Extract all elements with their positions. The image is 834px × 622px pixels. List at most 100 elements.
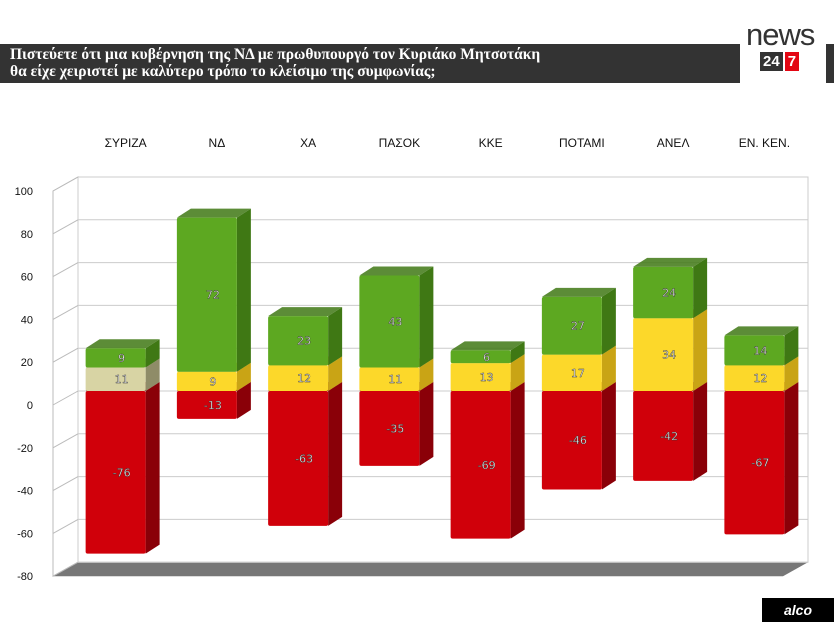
bar-side [236,208,251,372]
bar-top [450,341,525,351]
bar-side [510,341,525,364]
data-label: 9 [118,352,125,365]
bar-top [176,208,251,218]
title-line-2: θα είχε χειριστεί με καλύτερο τρόπο το κ… [10,63,436,80]
bar-side [784,326,799,366]
grid-line-depth [52,518,79,534]
data-label: -67 [751,457,769,470]
bar-segment [85,391,146,554]
data-label: 43 [388,315,402,328]
bar-segment [176,391,237,419]
data-label: 12 [297,372,311,385]
bar-segment [450,363,511,391]
bar-segment [724,391,785,535]
y-tick-label: -80 [17,571,33,583]
grid-line-depth [52,262,79,278]
bar-side [601,287,616,355]
bar-segment [541,296,602,355]
bar-segment [450,350,511,364]
data-label: 17 [571,367,585,380]
data-label: 23 [297,335,311,348]
bar-side [693,309,708,391]
data-label: 72 [206,289,220,302]
category-label: ΕΝ. ΚΕΝ. [739,136,790,150]
bar-segment [359,367,420,391]
bar-top [724,326,799,336]
bar-side [601,382,616,490]
bar-segment [359,275,420,368]
category-label: ΝΔ [209,136,226,150]
y-tick-label: -60 [17,528,33,540]
data-label: 6 [483,351,490,364]
bar-side [328,382,343,526]
grid-line-depth [52,304,79,320]
category-label: ΠΑΣΟΚ [379,136,420,150]
bar-segment [85,367,146,391]
bar-top [359,266,434,276]
y-tick-label: 80 [21,229,33,241]
data-label: -46 [569,434,587,447]
category-label: ΑΝΕΛ [657,136,690,150]
bar-side [419,382,434,466]
bar-top [633,257,708,267]
bar-side [510,354,525,391]
category-label: ΚΚΕ [479,136,503,150]
bar-segment [633,266,694,319]
logo-word: news [746,17,815,52]
data-label: -76 [113,466,131,479]
bar-side [784,356,799,391]
bar-side [145,339,160,368]
bar-segment [724,335,785,366]
y-tick-label: 40 [21,314,33,326]
data-label: -35 [386,422,404,435]
data-label: -69 [478,459,496,472]
grid-line-depth [52,347,79,363]
data-label: 9 [209,375,216,388]
y-tick-label: -40 [17,486,33,498]
bar-side [328,307,343,366]
bar-segment [541,391,602,490]
data-label: 11 [115,373,129,386]
bar-side [693,382,708,481]
bar-side [510,382,525,539]
data-label: 34 [662,349,676,362]
data-label: 12 [753,372,767,385]
chart-title: Πιστεύετε ότι μια κυβέρνηση της ΝΔ με πρ… [0,44,740,83]
bar-side [328,356,343,391]
bar-side [419,266,434,368]
bar-segment [268,316,329,366]
y-tick-label: -20 [17,443,33,455]
data-label: -42 [660,430,678,443]
bar-top [541,287,616,297]
bar-side [419,358,434,391]
title-line-1: Πιστεύετε ότι μια κυβέρνηση της ΝΔ με πρ… [10,46,541,63]
y-tick-label: 20 [21,357,33,369]
grid-line-depth [52,219,79,235]
bar-side [145,358,160,391]
bar-segment [450,391,511,539]
bar-segment [359,391,420,466]
bar-top [268,307,343,317]
bar-segment [268,365,329,391]
logo-num1: 24 [760,52,783,71]
news247-logo: news 24 7 [746,17,820,71]
left-wall [52,176,79,578]
grid-line-depth [52,561,79,577]
data-label: -13 [204,399,222,412]
data-label: 13 [480,371,494,384]
grid-line-depth [52,390,79,406]
floor [53,562,808,577]
bar-segment [176,217,237,372]
bar-side [236,362,251,391]
category-label: ΠΟΤΑΜΙ [559,136,605,150]
bar-top [85,339,160,349]
bar-segment [541,354,602,391]
grid-line-depth [52,176,79,192]
bar-side [145,382,160,554]
bar-segment [176,371,237,391]
y-tick-label: 100 [15,186,33,198]
bar-side [601,345,616,391]
data-label: -63 [295,452,313,465]
bar-segment [85,348,146,368]
data-label: 14 [753,344,767,357]
